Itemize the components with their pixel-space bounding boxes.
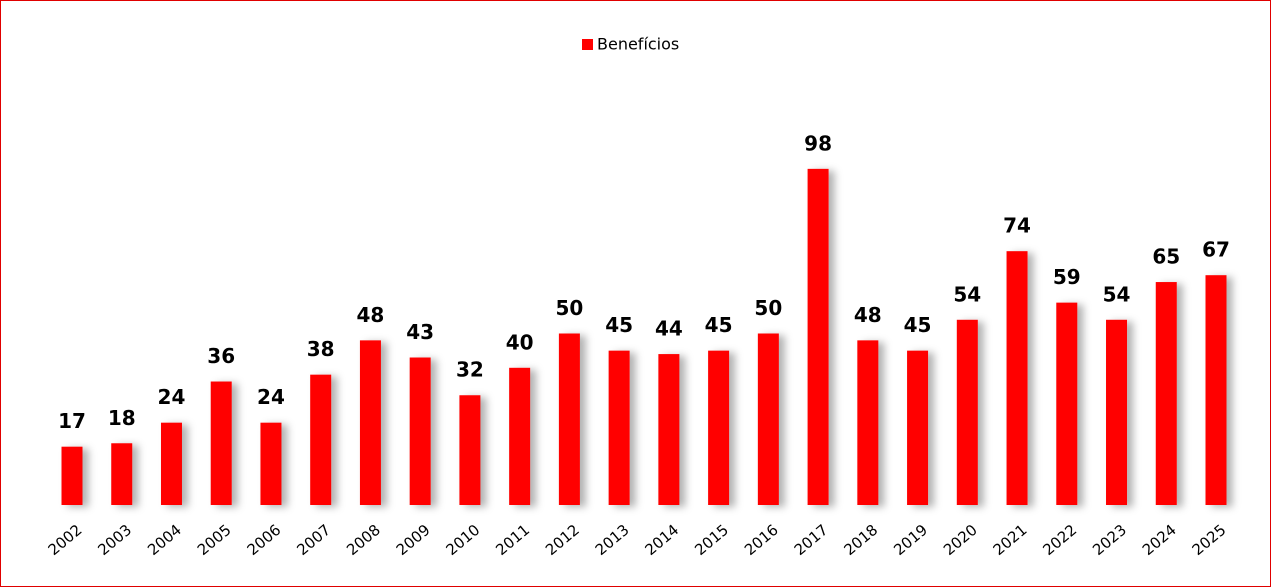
value-label: 48 — [357, 303, 385, 327]
value-label: 50 — [555, 296, 583, 320]
bar — [260, 422, 282, 505]
bar — [509, 367, 531, 505]
value-label: 59 — [1053, 265, 1081, 289]
bar — [359, 340, 381, 505]
value-label: 45 — [705, 313, 733, 337]
bar — [459, 395, 481, 505]
legend-swatch — [582, 39, 593, 50]
bar — [708, 350, 730, 505]
bar — [111, 443, 133, 505]
bar — [61, 446, 83, 505]
bar — [1155, 282, 1177, 505]
bar — [658, 354, 680, 505]
value-label: 43 — [406, 320, 434, 344]
value-label: 98 — [804, 131, 832, 155]
value-label: 44 — [655, 317, 683, 341]
bar — [757, 333, 779, 505]
bar — [956, 319, 978, 505]
bar — [1056, 302, 1078, 505]
value-label: 48 — [854, 303, 882, 327]
value-label: 36 — [207, 344, 235, 368]
value-label: 74 — [1003, 214, 1031, 238]
value-label: 50 — [754, 296, 782, 320]
value-label: 18 — [108, 406, 136, 430]
bar — [1205, 275, 1227, 505]
value-label: 45 — [605, 313, 633, 337]
legend-label: Benefícios — [597, 35, 679, 54]
value-label: 45 — [904, 313, 932, 337]
bar — [857, 340, 879, 505]
value-label: 24 — [257, 385, 285, 409]
bar — [409, 357, 431, 505]
bar — [558, 333, 580, 505]
value-label: 24 — [158, 385, 186, 409]
bar — [608, 350, 630, 505]
value-label: 40 — [506, 330, 534, 354]
bar — [1006, 251, 1028, 505]
value-label: 38 — [307, 337, 335, 361]
bar — [310, 374, 332, 505]
bar — [1106, 319, 1128, 505]
value-label: 32 — [456, 358, 484, 382]
value-label: 17 — [58, 409, 86, 433]
bar — [210, 381, 232, 505]
bar — [907, 350, 929, 505]
bar — [807, 168, 829, 506]
value-label: 65 — [1152, 245, 1180, 269]
value-label: 54 — [953, 282, 981, 306]
value-label: 67 — [1202, 238, 1230, 262]
bar — [160, 422, 182, 505]
value-label: 54 — [1103, 282, 1131, 306]
